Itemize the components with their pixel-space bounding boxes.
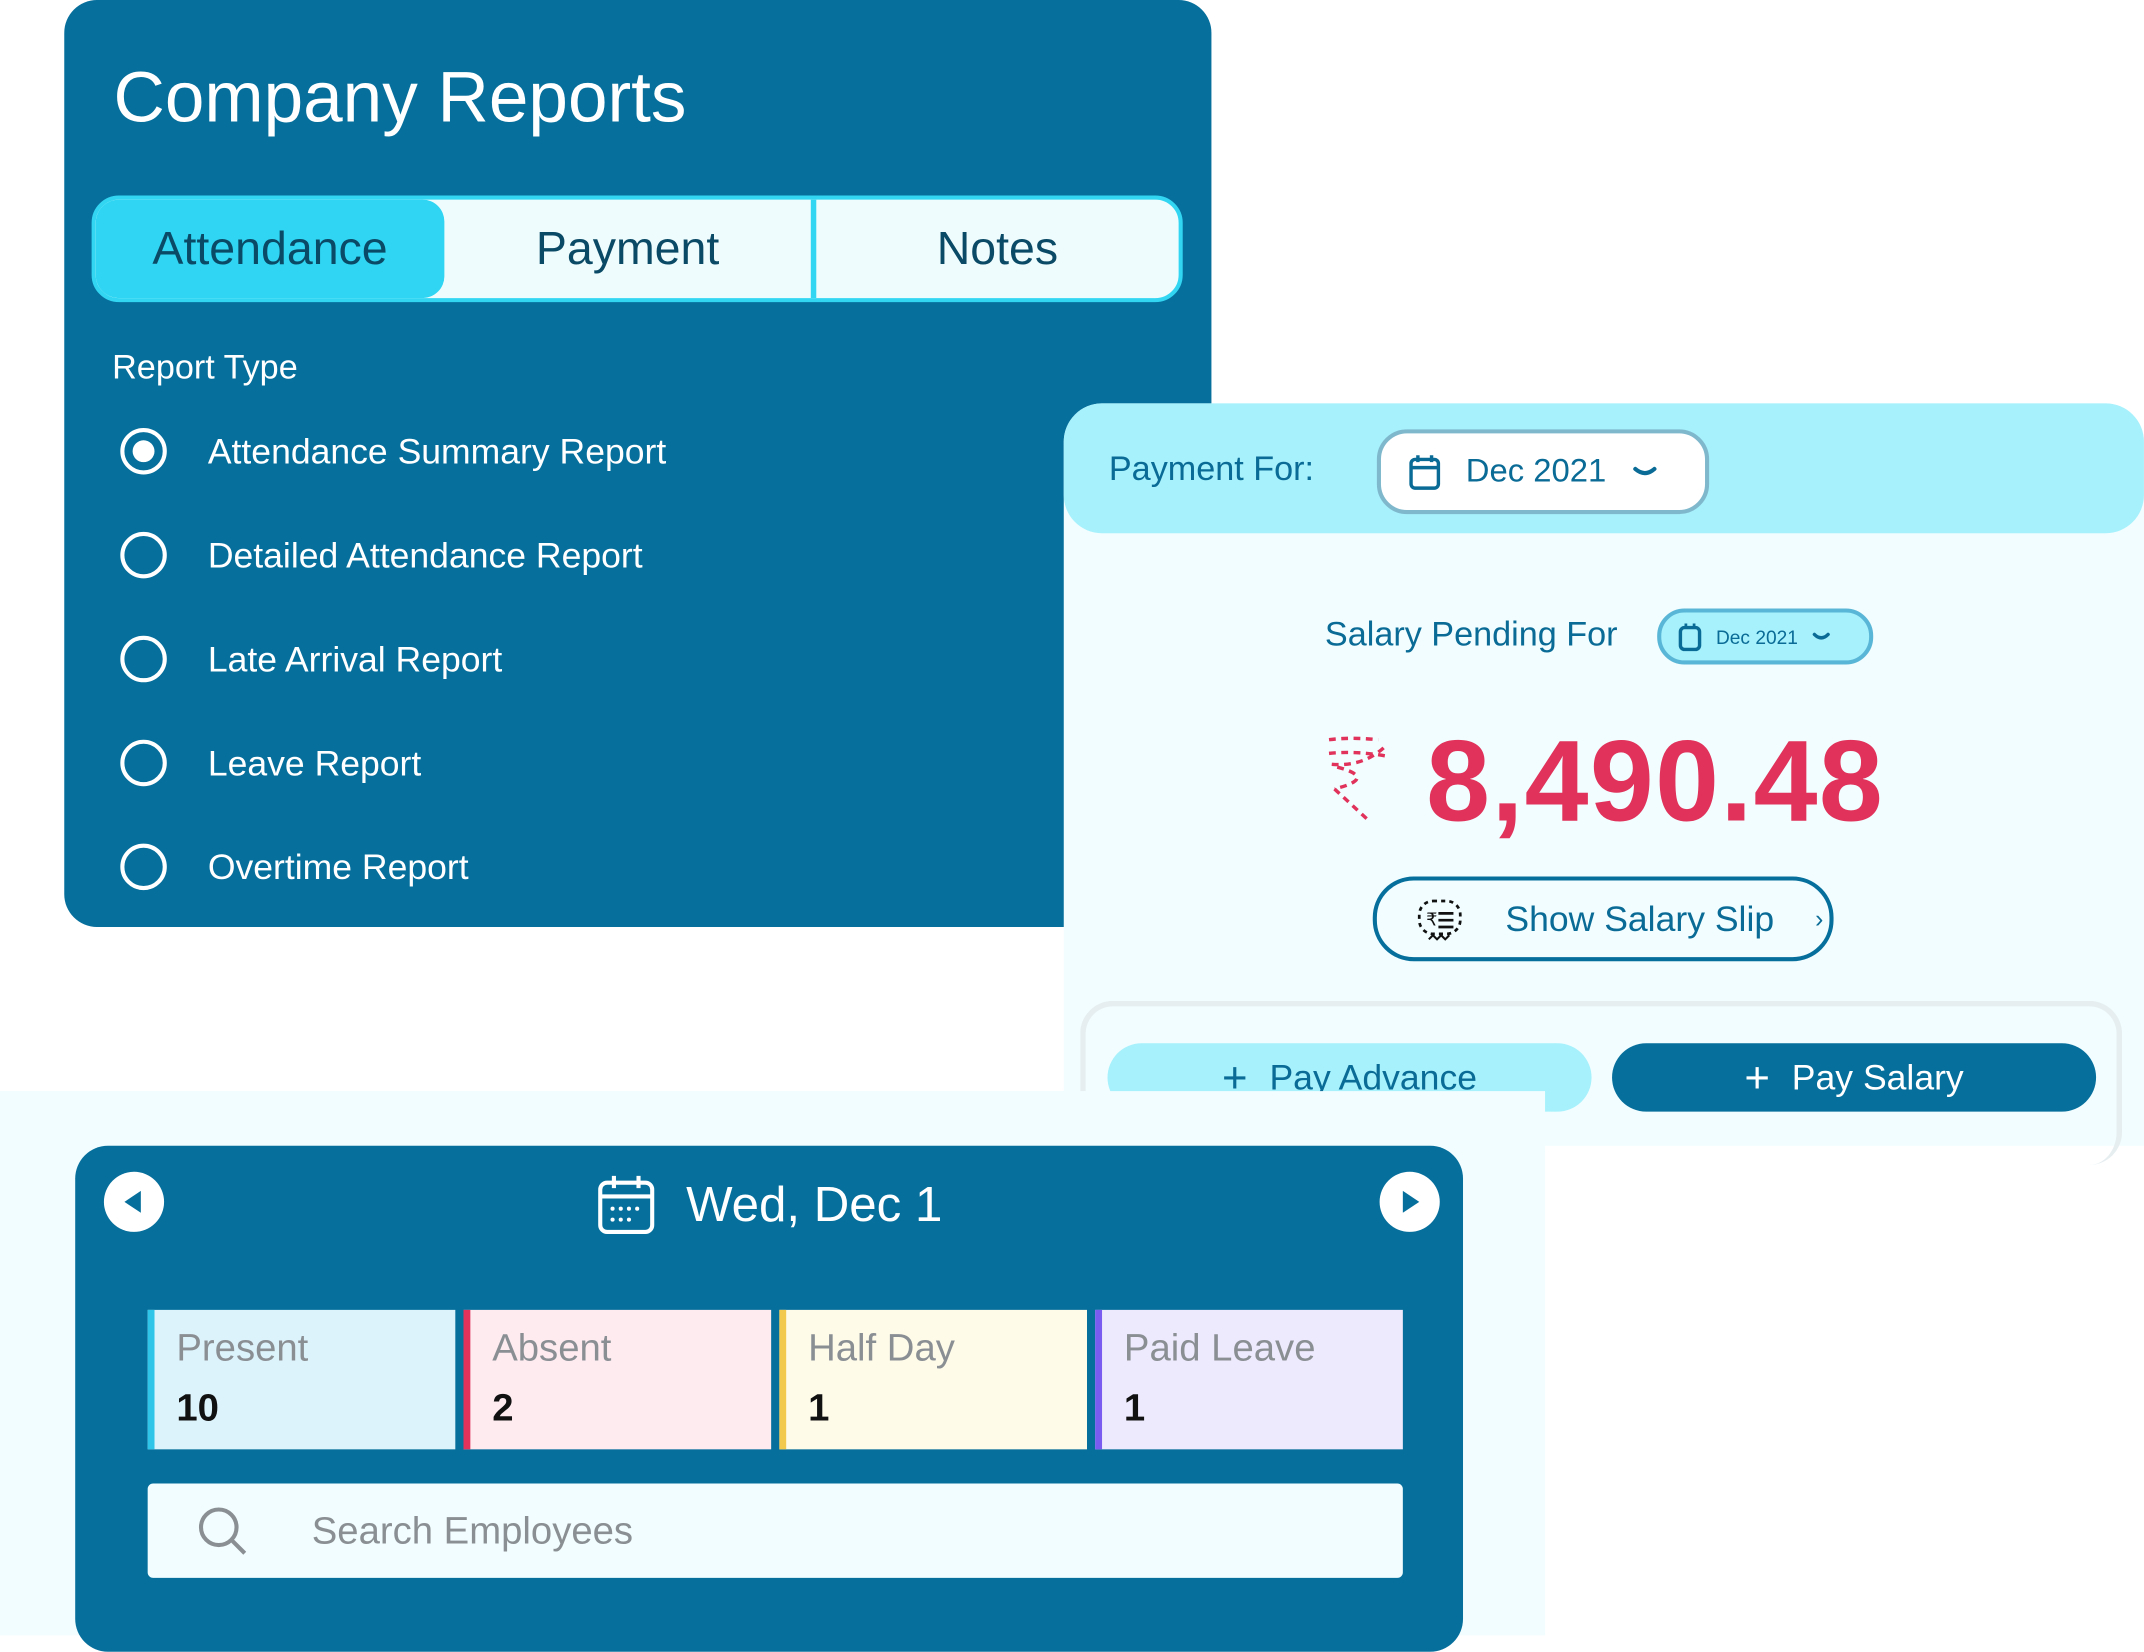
pay-salary-label: Pay Salary (1791, 1056, 1964, 1098)
search-employees-input[interactable]: Search Employees (147, 1483, 1403, 1578)
radio-icon (120, 739, 167, 787)
chevron-down-icon (1632, 466, 1657, 476)
radio-late-arrival[interactable]: Late Arrival Report (120, 635, 503, 683)
arrow-left-icon (124, 1190, 141, 1213)
month-value: Dec 2021 (1465, 452, 1607, 490)
search-placeholder: Search Employees (311, 1508, 634, 1552)
radio-leave[interactable]: Leave Report (120, 739, 422, 787)
plus-icon: + (1744, 1052, 1770, 1102)
report-type-label: Report Type (112, 348, 298, 387)
calendar-icon (1409, 455, 1441, 490)
show-salary-slip-button[interactable]: ₹ Show Salary Slip › (1372, 876, 1834, 962)
card-value: 1 (1123, 1386, 1146, 1429)
pay-advance-label: Pay Advance (1269, 1056, 1478, 1098)
payment-actions-box (1080, 1000, 2123, 1165)
calendar-icon (597, 1175, 654, 1234)
radio-icon (120, 531, 167, 579)
radio-label: Detailed Attendance Report (207, 533, 643, 575)
tab-payment[interactable]: Payment (444, 199, 817, 299)
radio-detailed-attendance[interactable]: Detailed Attendance Report (120, 531, 643, 579)
report-tabs: Attendance Payment Notes (91, 195, 1183, 303)
card-label: Half Day (808, 1326, 955, 1369)
payment-month-dropdown[interactable]: Dec 2021 (1376, 429, 1710, 515)
chevron-right-icon: › (1815, 904, 1824, 932)
card-label: Paid Leave (1123, 1326, 1316, 1369)
chevron-down-icon (1812, 632, 1830, 639)
radio-icon (120, 843, 167, 891)
radio-label: Late Arrival Report (207, 637, 503, 679)
card-value: 1 (808, 1386, 830, 1429)
rupee-icon (1328, 736, 1388, 824)
search-icon (198, 1506, 247, 1555)
salary-slip-icon: ₹ (1417, 899, 1462, 941)
radio-attendance-summary[interactable]: Attendance Summary Report (120, 427, 667, 475)
payment-panel: Payment For: Dec 2021 Salary Pending For… (1063, 403, 2144, 1165)
date-header: Wed, Dec 1 (75, 1173, 1463, 1236)
pending-month-dropdown[interactable]: Dec 2021 (1657, 608, 1874, 665)
company-reports-panel: Company Reports Attendance Payment Notes… (64, 0, 1212, 928)
card-value: 2 (492, 1386, 514, 1429)
card-label: Present (176, 1326, 309, 1369)
calendar-icon (1678, 622, 1702, 651)
card-label: Absent (492, 1326, 612, 1369)
absent-card[interactable]: Absent 2 (463, 1309, 772, 1450)
daily-attendance-panel: Wed, Dec 1 Present 10 Absent 2 Half Day 1 P… (75, 1145, 1464, 1652)
previous-day-button[interactable] (103, 1171, 165, 1232)
radio-icon (120, 635, 167, 683)
svg-text:₹: ₹ (1426, 911, 1437, 931)
radio-label: Leave Report (207, 741, 422, 783)
radio-selected-icon (120, 427, 167, 475)
radio-label: Attendance Summary Report (207, 430, 667, 472)
tab-notes[interactable]: Notes (936, 222, 1059, 275)
arrow-right-icon (1402, 1190, 1420, 1213)
radio-label: Overtime Report (207, 845, 469, 887)
payment-header: Payment For: Dec 2021 (1063, 403, 2144, 534)
radio-overtime[interactable]: Overtime Report (120, 843, 469, 891)
paid-leave-card[interactable]: Paid Leave 1 (1095, 1309, 1403, 1450)
pay-salary-button[interactable]: + Pay Salary (1612, 1043, 2097, 1112)
salary-pending-label: Salary Pending For (1324, 615, 1618, 654)
page-title: Company Reports (113, 58, 687, 139)
salary-amount: 8,490.48 (1426, 716, 1885, 845)
current-date: Wed, Dec 1 (686, 1175, 943, 1232)
pending-month-value: Dec 2021 (1715, 625, 1798, 648)
half-day-card[interactable]: Half Day 1 (779, 1309, 1088, 1450)
tab-attendance[interactable]: Attendance (95, 199, 445, 299)
present-card[interactable]: Present 10 (147, 1309, 456, 1450)
card-value: 10 (176, 1386, 219, 1429)
payment-for-label: Payment For: (1108, 449, 1315, 489)
show-slip-label: Show Salary Slip (1505, 897, 1775, 939)
next-day-button[interactable] (1379, 1171, 1440, 1232)
